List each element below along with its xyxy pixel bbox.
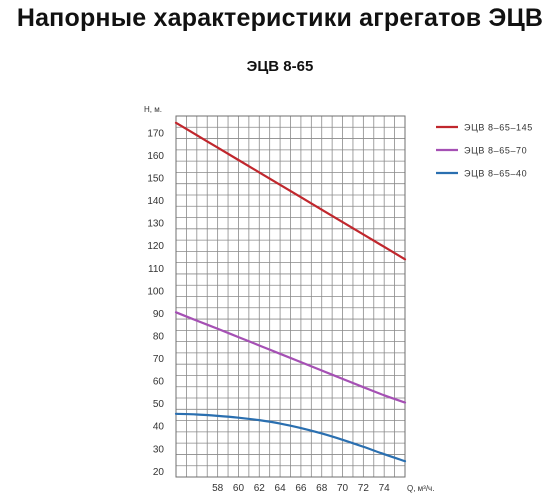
y-tick-label: 110 xyxy=(148,264,164,275)
y-tick-label: 80 xyxy=(153,331,165,342)
y-tick-label: 140 xyxy=(147,196,164,207)
x-tick-label: 70 xyxy=(337,483,349,494)
legend-label: ЭЦВ 8–65–145 xyxy=(464,123,533,133)
legend-label: ЭЦВ 8–65–70 xyxy=(464,146,527,156)
y-tick-label: 100 xyxy=(147,286,164,297)
y-tick-label: 120 xyxy=(147,241,164,252)
y-tick-label: 40 xyxy=(153,422,165,433)
y-tick-label: 70 xyxy=(153,354,165,365)
y-tick-label: 160 xyxy=(147,151,164,162)
y-tick-label: 90 xyxy=(153,309,165,320)
y-tick-label: 170 xyxy=(147,128,164,139)
x-tick-label: 64 xyxy=(275,483,287,494)
y-tick-label: 20 xyxy=(153,467,165,478)
x-tick-label: 58 xyxy=(212,483,224,494)
x-tick-label: 74 xyxy=(379,483,391,494)
x-axis-label: Q, м³/ч. xyxy=(407,484,434,493)
y-tick-label: 130 xyxy=(147,219,164,230)
plot-frame xyxy=(175,115,406,478)
x-tick-label: 68 xyxy=(316,483,328,494)
x-tick-label: 66 xyxy=(295,483,307,494)
x-tick-label: 60 xyxy=(233,483,245,494)
x-tick-label: 72 xyxy=(358,483,370,494)
x-tick-label: 62 xyxy=(254,483,266,494)
chart-subtitle: ЭЦВ 8-65 xyxy=(246,58,314,75)
legend-label: ЭЦВ 8–65–40 xyxy=(464,169,527,179)
series-line xyxy=(174,311,407,404)
series-line xyxy=(174,121,407,261)
series-line xyxy=(174,412,407,463)
page-title: Напорные характеристики агрегатов ЭЦВ xyxy=(16,4,544,32)
y-tick-label: 150 xyxy=(147,174,164,185)
y-tick-label: 50 xyxy=(153,399,165,410)
y-tick-label: 60 xyxy=(153,377,165,388)
y-axis-label: Н, м. xyxy=(144,105,162,114)
y-tick-label: 30 xyxy=(153,444,165,455)
